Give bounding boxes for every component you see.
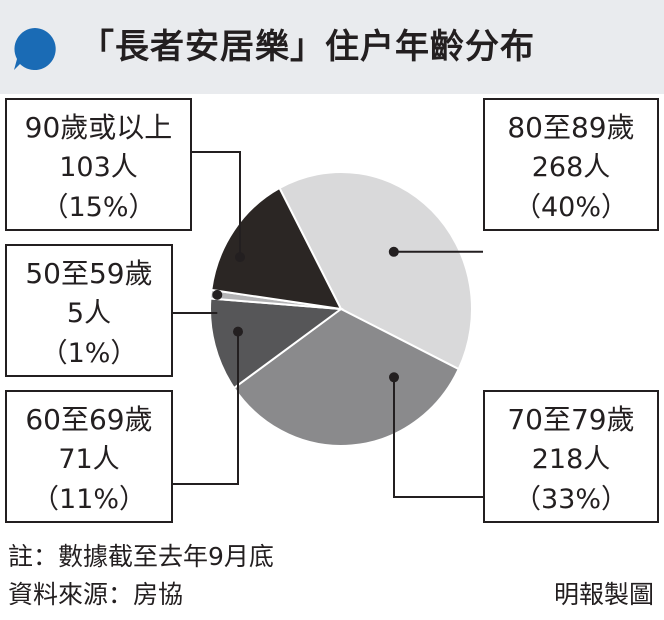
pie-slice-60-69 bbox=[209, 297, 344, 390]
slice-percent: （11%） bbox=[31, 484, 146, 515]
slice-count: 268人 bbox=[531, 152, 611, 183]
slice-percent: （1%） bbox=[40, 338, 138, 369]
footnote: 註：數據截至去年9月底 bbox=[8, 542, 274, 571]
leader-dot-90-plus bbox=[235, 252, 245, 263]
pie-slice-80-89 bbox=[278, 170, 473, 371]
header-bar: 「長者安居樂」住户年齡分布 bbox=[0, 0, 664, 94]
leader-dot-70-79 bbox=[389, 372, 399, 383]
label-box-90-plus: 90歲或以上 103人 （15%） bbox=[5, 98, 192, 231]
slice-label: 60至69歲 bbox=[25, 403, 153, 436]
label-box-50-59: 50至59歲 5人 （1%） bbox=[5, 244, 173, 377]
credit-label: 明報製圖 bbox=[553, 580, 654, 609]
slice-label: 70至79歲 bbox=[507, 403, 635, 436]
slice-percent: （33%） bbox=[513, 484, 628, 515]
slice-count: 103人 bbox=[59, 152, 138, 183]
leader-dot-60-69 bbox=[233, 326, 243, 337]
label-box-80-89: 80至89歲 268人 （40%） bbox=[483, 98, 659, 231]
slice-count: 5人 bbox=[66, 298, 112, 329]
leader-dot-80-89 bbox=[388, 246, 399, 257]
slice-percent: （40%） bbox=[513, 192, 628, 223]
leader-line-90-plus bbox=[192, 151, 241, 258]
page-title: 「長者安居樂」住户年齡分布 bbox=[80, 27, 535, 67]
slice-count: 71人 bbox=[58, 444, 120, 475]
leader-dot-50-59 bbox=[212, 289, 223, 300]
slice-percent: （15%） bbox=[41, 192, 156, 223]
label-box-60-69: 60至69歲 71人 （11%） bbox=[5, 390, 173, 523]
slice-label: 90歲或以上 bbox=[24, 111, 173, 144]
leader-line-60-69 bbox=[173, 331, 239, 485]
leader-line-70-79 bbox=[393, 377, 483, 498]
source-note: 資料來源：房協 bbox=[8, 580, 184, 609]
pie-slice-70-79 bbox=[232, 307, 461, 447]
speech-bubble-icon bbox=[14, 28, 56, 70]
pie-slice-90-plus bbox=[210, 186, 343, 311]
slice-label: 80至89歲 bbox=[507, 111, 635, 144]
slice-count: 218人 bbox=[531, 444, 611, 475]
slice-label: 50至59歲 bbox=[25, 257, 153, 290]
label-box-70-79: 70至79歲 218人 （33%） bbox=[483, 390, 659, 523]
